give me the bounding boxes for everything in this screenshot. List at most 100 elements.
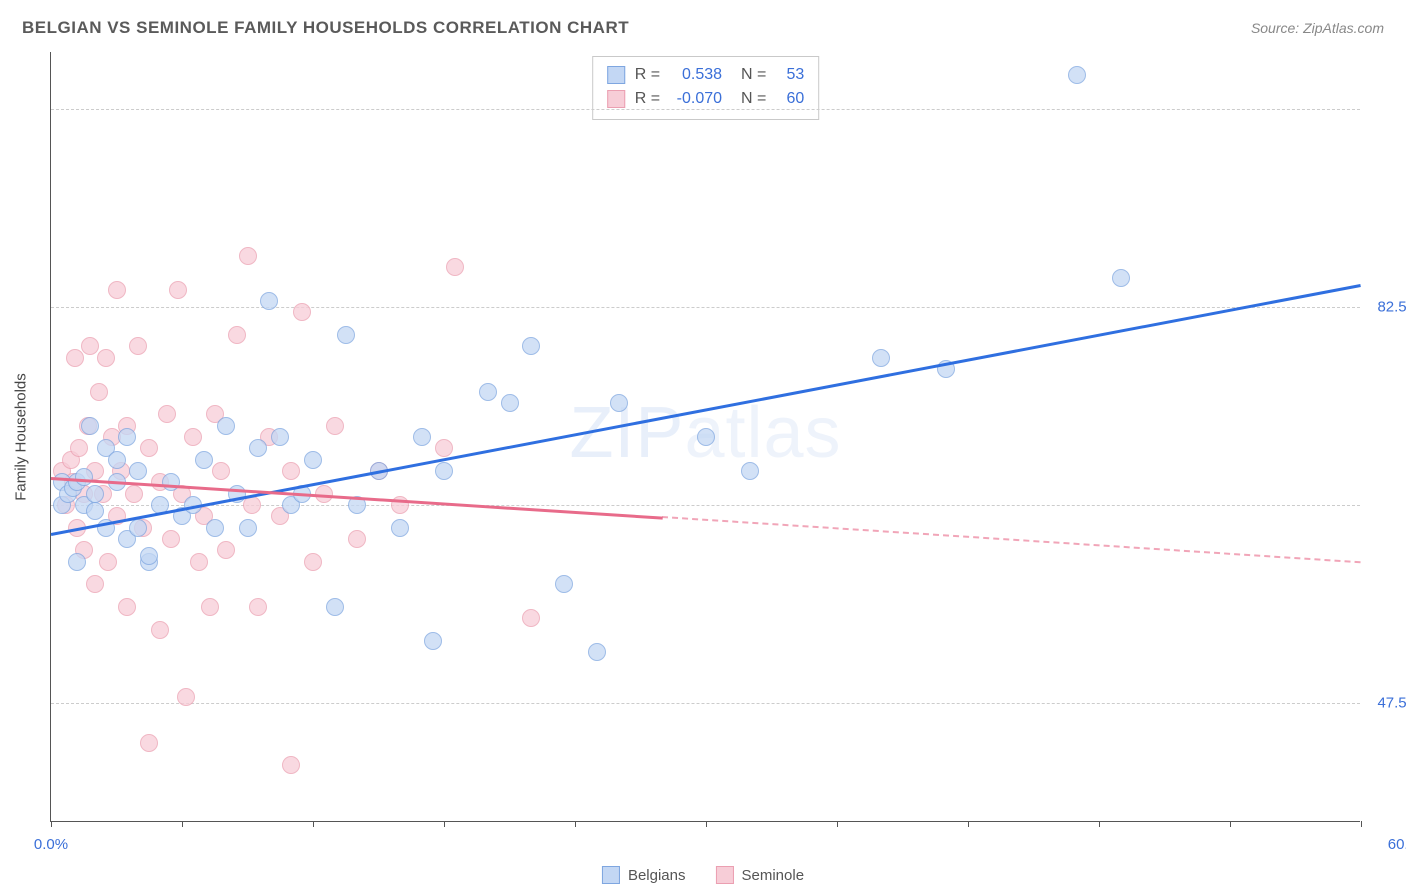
x-tick — [837, 821, 838, 827]
data-point — [271, 428, 289, 446]
data-point — [872, 349, 890, 367]
data-point — [177, 688, 195, 706]
legend-row: R =-0.070 N =60 — [607, 87, 805, 111]
data-point — [249, 598, 267, 616]
gridline — [51, 703, 1360, 704]
x-tick — [313, 821, 314, 827]
data-point — [1068, 66, 1086, 84]
data-point — [243, 496, 261, 514]
x-tick — [575, 821, 576, 827]
series-legend: Belgians Seminole — [602, 866, 804, 884]
data-point — [190, 553, 208, 571]
data-point — [68, 553, 86, 571]
chart-title: BELGIAN VS SEMINOLE FAMILY HOUSEHOLDS CO… — [22, 18, 629, 38]
data-point — [424, 632, 442, 650]
data-point — [1112, 269, 1130, 287]
data-point — [140, 439, 158, 457]
data-point — [140, 547, 158, 565]
data-point — [66, 349, 84, 367]
legend-n-label: N = — [732, 87, 766, 111]
data-point — [217, 417, 235, 435]
data-point — [293, 303, 311, 321]
y-axis-title: Family Households — [13, 373, 30, 501]
data-point — [184, 428, 202, 446]
data-point — [118, 598, 136, 616]
legend-n-value: 53 — [776, 63, 804, 87]
data-point — [479, 383, 497, 401]
x-tick-label: 60.0% — [1388, 836, 1406, 853]
x-tick — [968, 821, 969, 827]
legend-r-label: R = — [635, 87, 660, 111]
data-point — [86, 502, 104, 520]
data-point — [108, 281, 126, 299]
data-point — [162, 473, 180, 491]
gridline — [51, 307, 1360, 308]
data-point — [446, 258, 464, 276]
data-point — [108, 451, 126, 469]
data-point — [391, 519, 409, 537]
y-tick-label: 47.5% — [1365, 695, 1406, 712]
data-point — [201, 598, 219, 616]
data-point — [260, 292, 278, 310]
data-point — [249, 439, 267, 457]
data-point — [81, 417, 99, 435]
legend-swatch — [716, 866, 734, 884]
x-tick — [51, 821, 52, 827]
data-point — [75, 468, 93, 486]
data-point — [151, 621, 169, 639]
data-point — [86, 575, 104, 593]
data-point — [195, 451, 213, 469]
data-point — [282, 756, 300, 774]
x-tick — [1230, 821, 1231, 827]
data-point — [413, 428, 431, 446]
data-point — [90, 383, 108, 401]
data-point — [169, 281, 187, 299]
legend-swatch — [607, 66, 625, 84]
data-point — [239, 519, 257, 537]
data-point — [326, 417, 344, 435]
data-point — [610, 394, 628, 412]
data-point — [304, 451, 322, 469]
x-tick — [444, 821, 445, 827]
data-point — [99, 553, 117, 571]
legend-item: Seminole — [716, 866, 805, 884]
data-point — [228, 326, 246, 344]
data-point — [326, 598, 344, 616]
data-point — [304, 553, 322, 571]
data-point — [522, 609, 540, 627]
x-tick-label: 0.0% — [34, 836, 68, 853]
legend-swatch — [607, 90, 625, 108]
correlation-legend: R =0.538 N =53R =-0.070 N =60 — [592, 56, 820, 120]
legend-label: Belgians — [628, 867, 686, 884]
source-label: Source: ZipAtlas.com — [1251, 20, 1384, 36]
legend-r-value: 0.538 — [670, 63, 722, 87]
legend-label: Seminole — [742, 867, 805, 884]
data-point — [522, 337, 540, 355]
data-point — [129, 337, 147, 355]
data-point — [97, 349, 115, 367]
data-point — [212, 462, 230, 480]
data-point — [348, 530, 366, 548]
data-point — [435, 439, 453, 457]
data-point — [555, 575, 573, 593]
data-point — [140, 734, 158, 752]
data-point — [239, 247, 257, 265]
data-point — [86, 485, 104, 503]
x-tick — [182, 821, 183, 827]
trend-line — [662, 516, 1361, 563]
plot-area: Family Households ZIPatlas R =0.538 N =5… — [50, 52, 1360, 822]
legend-swatch — [602, 866, 620, 884]
data-point — [158, 405, 176, 423]
x-tick — [706, 821, 707, 827]
data-point — [125, 485, 143, 503]
data-point — [70, 439, 88, 457]
legend-n-value: 60 — [776, 87, 804, 111]
data-point — [337, 326, 355, 344]
data-point — [206, 519, 224, 537]
data-point — [435, 462, 453, 480]
legend-n-label: N = — [732, 63, 766, 87]
x-tick — [1099, 821, 1100, 827]
data-point — [162, 530, 180, 548]
data-point — [118, 428, 136, 446]
legend-item: Belgians — [602, 866, 686, 884]
